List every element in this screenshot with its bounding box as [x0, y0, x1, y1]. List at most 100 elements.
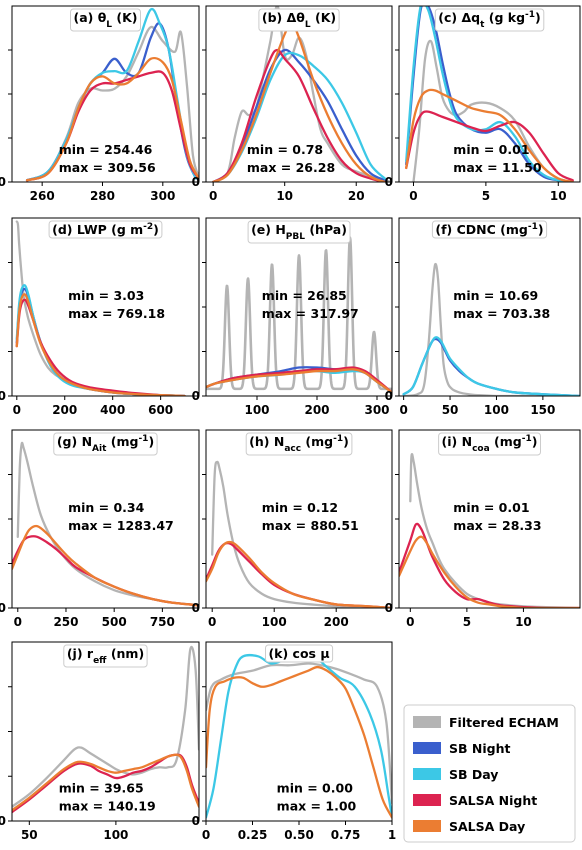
annotation-line: max = 1.00 [277, 798, 357, 813]
x-tick-label: 260 [30, 189, 55, 203]
annotation-line: min = 0.34 [68, 500, 145, 515]
annotation-line: min = 39.65 [59, 780, 144, 795]
annotation-line: max = 11.50 [453, 160, 542, 175]
series-layer [12, 441, 199, 607]
y-tick-label-zero: 0 [192, 175, 200, 189]
series-line-salsa-day [12, 753, 199, 812]
x-tick-label: 0 [406, 615, 414, 629]
legend-swatch [413, 768, 441, 780]
panel-title: (c) Δqt (g kg-1) [438, 10, 540, 30]
panel-title: (f) CDNC (mg-1) [435, 222, 543, 237]
y-tick-label-zero: 0 [385, 175, 393, 189]
y-tick-label-zero: 0 [0, 389, 6, 403]
panel-title: (e) HPBL (hPa) [251, 222, 347, 242]
y-tick-label-zero: 0 [385, 389, 393, 403]
x-tick-label: 300 [150, 189, 175, 203]
series-line-salsa-day [399, 535, 580, 608]
panel-title: (i) Ncoa (mg-1) [442, 434, 538, 454]
panel-title: (j) reff (nm) [67, 646, 144, 666]
series-layer [206, 460, 392, 608]
x-tick-label: 300 [364, 403, 389, 417]
series-line-salsa-night [206, 541, 392, 608]
series-line-filtered-echam [12, 645, 199, 808]
series-line-salsa-night [12, 535, 199, 607]
y-tick-label-zero: 0 [192, 814, 200, 828]
series-line-filtered-echam [206, 662, 392, 805]
series-line-salsa-day [206, 540, 392, 608]
annotation-line: max = 880.51 [262, 518, 359, 533]
panel-title-frame [53, 432, 158, 456]
series-line-salsa-night [405, 110, 574, 182]
axes-frame [398, 429, 581, 609]
x-tick-label: 1 [388, 828, 396, 842]
annotation-line: max = 26.28 [247, 160, 335, 175]
panel-j: 0 50 100 min = 39.65 max = 140.19 (j) reff (n… [0, 641, 200, 842]
x-tick-label: 50 [442, 403, 459, 417]
series-line-filtered-echam [206, 236, 392, 391]
panel-c: 0 0 5 10 min = 0.01 max = 11.50 (c) Δqt (g kg-… [385, 5, 581, 203]
series-line-salsa-day [206, 368, 392, 394]
panel-title-frame [245, 432, 353, 456]
x-tick-label: 0.50 [284, 828, 314, 842]
panel-title: (k) cos μ [268, 646, 329, 661]
x-tick-label: 750 [150, 615, 175, 629]
legend-swatch [413, 716, 441, 728]
annotation-line: min = 0.01 [453, 142, 529, 157]
series-line-salsa-day [25, 56, 199, 182]
series-line-salsa-day [15, 293, 186, 396]
annotation-line: min = 3.03 [68, 288, 144, 303]
panel-g: 00 250 500 750 min = 0.34 max = 1283.47 (g) NA… [0, 429, 200, 629]
annotation-line: max = 703.38 [453, 306, 550, 321]
legend: Filtered ECHAM SB Night SB Day SALSA Night S… [403, 704, 576, 843]
x-tick-label: 200 [52, 403, 77, 417]
x-tick-label: 250 [53, 615, 78, 629]
panel-title-frame [438, 432, 542, 456]
axes-frame [11, 641, 200, 822]
series-layer [25, 7, 199, 182]
axes-frame [205, 217, 393, 397]
series-line-sb-night [212, 48, 386, 182]
x-tick-label: 0 [399, 403, 407, 417]
axes-frame [11, 5, 200, 183]
x-tick-label: 150 [530, 403, 555, 417]
annotation-line: max = 140.19 [59, 798, 156, 813]
series-layer [405, 6, 574, 182]
panel-a: 0 260 280 300 min = 254.46 max = 309.56 (a) θL… [0, 5, 200, 203]
panel-title: (g) NAit (mg-1) [57, 434, 154, 454]
panel-title-frame [434, 8, 545, 32]
x-tick-label: 100 [262, 615, 287, 629]
annotation-line: max = 1283.47 [68, 518, 174, 533]
panel-title-frame [247, 220, 351, 244]
y-tick-label-zero: 0 [0, 601, 6, 615]
series-line-salsa-day [12, 524, 199, 607]
series-layer [12, 645, 199, 814]
y-tick-label-zero: 0 [0, 175, 6, 189]
x-tick-label: 500 [102, 615, 127, 629]
annotation-line: min = 10.69 [453, 288, 538, 303]
axes-frame [11, 217, 200, 397]
panel-title: (h) Nacc (mg-1) [249, 434, 349, 454]
panel-title: (d) LWP (g m-2) [52, 222, 159, 237]
series-line-filtered-echam [212, 6, 392, 182]
panel-i: 00 5 10 min = 0.01 max = 28.33 (i) Ncoa (mg-1… [385, 429, 581, 629]
x-tick-label: 100 [103, 828, 128, 842]
legend-swatch [413, 742, 441, 754]
series-layer [15, 220, 186, 396]
panel-title-frame [258, 8, 340, 32]
annotation-line: min = 0.78 [247, 142, 323, 157]
annotation-line: max = 769.18 [68, 306, 165, 321]
series-line-salsa-night [15, 298, 186, 396]
annotation-line: min = 26.85 [262, 288, 347, 303]
y-tick-label-zero: 0 [385, 601, 393, 615]
x-tick-label: 0 [208, 615, 216, 629]
legend-frame [403, 704, 576, 843]
x-tick-label: 50 [21, 828, 38, 842]
x-tick-label: 600 [148, 403, 173, 417]
legend-label: SALSA Night [449, 793, 537, 808]
series-line-salsa-night [212, 48, 386, 182]
x-tick-label: 0 [14, 615, 22, 629]
axes-frame [398, 5, 581, 183]
